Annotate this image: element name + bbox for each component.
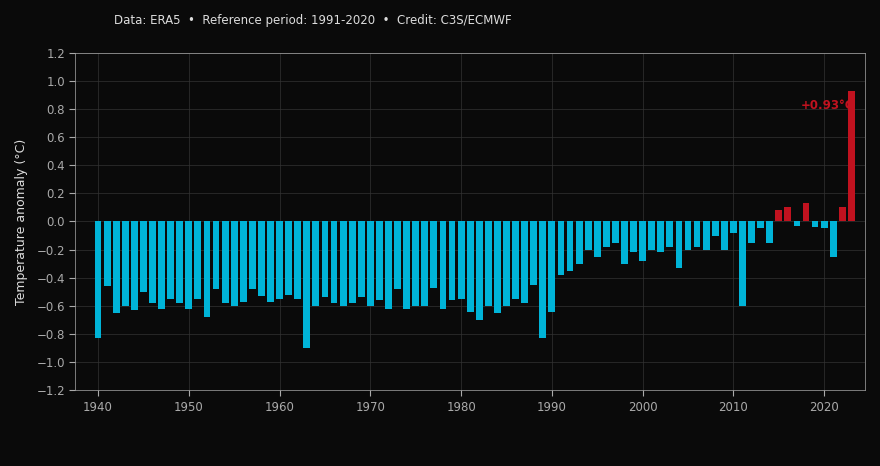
Bar [794, 221, 800, 226]
Bar [231, 221, 238, 306]
Bar [194, 221, 202, 299]
Bar [576, 221, 583, 264]
Bar [621, 221, 628, 264]
Bar [158, 221, 165, 308]
Bar [766, 221, 774, 243]
Bar [784, 207, 791, 221]
Bar [548, 221, 555, 311]
Bar [521, 221, 528, 303]
Bar [331, 221, 337, 303]
Bar [340, 221, 347, 306]
Bar [321, 221, 328, 297]
Bar [385, 221, 392, 308]
Bar [367, 221, 374, 306]
Bar [149, 221, 156, 303]
Bar [657, 221, 664, 253]
Bar [394, 221, 401, 289]
Bar [131, 221, 138, 310]
Bar [258, 221, 265, 296]
Bar [839, 207, 846, 221]
Bar [240, 221, 246, 302]
Bar [167, 221, 174, 299]
Bar [186, 221, 192, 308]
Bar [104, 221, 111, 286]
Bar [294, 221, 301, 299]
Bar [775, 210, 782, 221]
Bar [430, 221, 437, 288]
Bar [458, 221, 465, 299]
Bar [803, 203, 810, 221]
Bar [594, 221, 601, 257]
Bar [422, 221, 429, 306]
Bar [176, 221, 183, 303]
Bar [558, 221, 564, 275]
Bar [122, 221, 128, 306]
Bar [222, 221, 229, 303]
Bar [649, 221, 655, 250]
Bar [531, 221, 537, 285]
Bar [466, 221, 473, 311]
Bar [848, 90, 854, 221]
Bar [639, 221, 646, 261]
Text: +0.93°C: +0.93°C [801, 99, 854, 112]
Bar [721, 221, 728, 250]
Bar [376, 221, 383, 300]
Bar [603, 221, 610, 247]
Bar [476, 221, 482, 320]
Bar [676, 221, 682, 268]
Bar [285, 221, 292, 295]
Bar [203, 221, 210, 317]
Bar [693, 221, 700, 247]
Bar [666, 221, 673, 247]
Bar [113, 221, 120, 313]
Bar [413, 221, 419, 306]
Bar [512, 221, 519, 299]
Bar [213, 221, 219, 289]
Bar [730, 221, 737, 233]
Bar [449, 221, 456, 300]
Bar [312, 221, 319, 306]
Bar [485, 221, 492, 306]
Bar [268, 221, 274, 302]
Bar [403, 221, 410, 308]
Bar [821, 221, 827, 228]
Bar [494, 221, 501, 313]
Bar [703, 221, 709, 250]
Bar [503, 221, 510, 306]
Bar [830, 221, 837, 257]
Bar [612, 221, 619, 243]
Bar [539, 221, 546, 338]
Bar [811, 221, 818, 227]
Bar [140, 221, 147, 292]
Y-axis label: Temperature anomaly (°C): Temperature anomaly (°C) [15, 138, 28, 305]
Bar [567, 221, 574, 271]
Text: Data: ERA5  •  Reference period: 1991-2020  •  Credit: C3S/ECMWF: Data: ERA5 • Reference period: 1991-2020… [114, 14, 512, 27]
Bar [249, 221, 256, 289]
Bar [712, 221, 719, 235]
Bar [358, 221, 364, 297]
Bar [95, 221, 101, 338]
Bar [304, 221, 311, 348]
Bar [276, 221, 283, 299]
Bar [685, 221, 692, 250]
Bar [630, 221, 637, 253]
Bar [439, 221, 446, 308]
Bar [585, 221, 591, 250]
Bar [757, 221, 764, 228]
Bar [348, 221, 356, 303]
Bar [748, 221, 755, 243]
Bar [739, 221, 746, 306]
